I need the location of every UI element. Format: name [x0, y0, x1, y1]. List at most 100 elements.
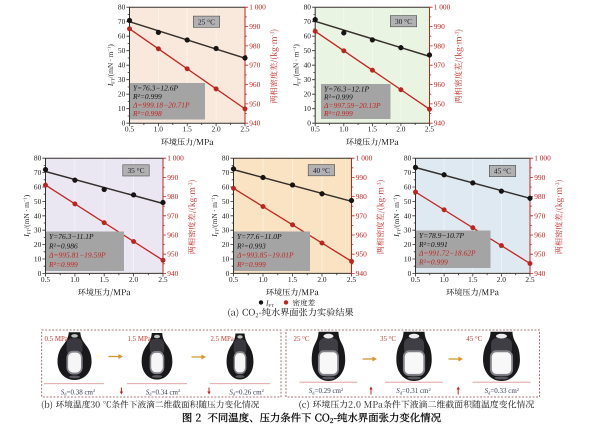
svg-text:940: 940	[249, 119, 260, 128]
svg-text:R²=0.999: R²=0.999	[323, 109, 353, 118]
svg-text:0: 0	[307, 119, 311, 128]
svg-text:Sd=0.38 cm2: Sd=0.38 cm2	[61, 388, 95, 397]
svg-text:20: 20	[304, 90, 312, 99]
svg-text:R²=0.999: R²=0.999	[236, 260, 266, 269]
svg-text:30: 30	[222, 226, 230, 235]
svg-text:950: 950	[356, 250, 367, 259]
svg-text:70: 70	[222, 168, 230, 177]
svg-text:Y=77.6−11.0P: Y=77.6−11.0P	[237, 232, 282, 241]
svg-text:970: 970	[534, 211, 545, 220]
svg-text:2.0: 2.0	[317, 275, 327, 284]
svg-text:1 000: 1 000	[534, 154, 551, 163]
svg-text:10: 10	[304, 104, 312, 113]
svg-text:970: 970	[249, 61, 260, 70]
svg-text:10: 10	[34, 255, 42, 264]
svg-text:960: 960	[434, 80, 445, 89]
svg-text:950: 950	[249, 99, 260, 108]
svg-text:0.5: 0.5	[411, 275, 421, 284]
svg-text:970: 970	[356, 211, 367, 220]
svg-text:990: 990	[356, 173, 367, 182]
svg-text:1.5 MPa: 1.5 MPa	[128, 336, 151, 343]
svg-text:1.5: 1.5	[468, 275, 478, 284]
svg-text:2.5: 2.5	[347, 275, 357, 284]
svg-text:10: 10	[118, 104, 126, 113]
svg-text:950: 950	[434, 99, 445, 108]
svg-text:50: 50	[304, 46, 312, 55]
svg-text:990: 990	[167, 173, 178, 182]
svg-text:1.0: 1.0	[154, 125, 164, 134]
svg-text:1 000: 1 000	[356, 154, 373, 163]
svg-text:0.5: 0.5	[229, 275, 239, 284]
svg-text:940: 940	[434, 119, 445, 128]
svg-text:30: 30	[404, 226, 412, 235]
svg-text:1 000: 1 000	[167, 154, 184, 163]
svg-text:1.5: 1.5	[288, 275, 298, 284]
svg-text:980: 980	[434, 41, 445, 50]
svg-text:35 °C: 35 °C	[380, 336, 396, 343]
svg-text:990: 990	[534, 173, 545, 182]
svg-text:35 °C: 35 °C	[127, 166, 144, 175]
svg-text:60: 60	[222, 183, 230, 192]
svg-text:70: 70	[304, 17, 312, 26]
svg-text:R²=0.986: R²=0.986	[48, 241, 78, 250]
svg-text:40: 40	[304, 61, 312, 70]
svg-text:50: 50	[34, 197, 42, 206]
svg-text:970: 970	[167, 211, 178, 220]
svg-text:Δ=995.81−19.59P: Δ=995.81−19.59P	[48, 251, 106, 260]
svg-text:60: 60	[118, 32, 126, 41]
svg-text:Δ=991.72−18.62P: Δ=991.72−18.62P	[418, 249, 476, 258]
svg-text:990: 990	[434, 22, 445, 31]
svg-text:70: 70	[34, 168, 42, 177]
svg-text:R²=0.999: R²=0.999	[132, 92, 162, 101]
svg-text:980: 980	[534, 192, 545, 201]
svg-text:1.0: 1.0	[70, 275, 80, 284]
svg-text:70: 70	[118, 17, 126, 26]
svg-text:R²=0.991: R²=0.991	[418, 240, 448, 249]
svg-text:2.5 MPa: 2.5 MPa	[211, 336, 234, 343]
svg-text:950: 950	[167, 250, 178, 259]
svg-text:50: 50	[118, 46, 126, 55]
svg-text:Δ=993.85−19.01P: Δ=993.85−19.01P	[236, 251, 294, 260]
svg-text:80: 80	[118, 3, 126, 12]
svg-text:80: 80	[304, 3, 312, 12]
svg-text:2.0: 2.0	[129, 275, 139, 284]
svg-text:IFT/(mN · m−1): IFT/(mN · m−1)	[106, 44, 116, 88]
svg-text:950: 950	[534, 250, 545, 259]
svg-text:1.5: 1.5	[183, 125, 193, 134]
svg-text:0: 0	[38, 269, 42, 278]
svg-text:Δ=997.59−20.13P: Δ=997.59−20.13P	[323, 101, 381, 110]
svg-text:R²=0.999: R²=0.999	[323, 93, 353, 102]
svg-text:0: 0	[122, 119, 126, 128]
svg-text:1.5: 1.5	[100, 275, 110, 284]
svg-text:Sd=0.26 cm2: Sd=0.26 cm2	[229, 388, 263, 397]
svg-text:0.5: 0.5	[41, 275, 51, 284]
svg-text:1 000: 1 000	[249, 3, 266, 12]
svg-text:2.5: 2.5	[525, 275, 535, 284]
svg-text:20: 20	[118, 90, 126, 99]
svg-text:2.0: 2.0	[396, 125, 406, 134]
svg-text:45 °C: 45 °C	[466, 336, 482, 343]
svg-text:Sd=0.34 cm2: Sd=0.34 cm2	[146, 388, 180, 397]
svg-text:80: 80	[222, 154, 230, 163]
svg-text:940: 940	[534, 269, 545, 278]
svg-text:980: 980	[356, 192, 367, 201]
svg-text:0: 0	[226, 269, 230, 278]
svg-text:2.0: 2.0	[497, 275, 507, 284]
svg-text:30: 30	[118, 75, 126, 84]
svg-text:0: 0	[408, 269, 412, 278]
svg-text:70: 70	[404, 168, 412, 177]
svg-text:30 °C: 30 °C	[395, 17, 412, 26]
svg-text:60: 60	[404, 183, 412, 192]
svg-text:Y=76.3−11.1P: Y=76.3−11.1P	[49, 232, 94, 241]
svg-text:Y=76.3−12.1P: Y=76.3−12.1P	[324, 85, 370, 94]
svg-text:IFT/(mN · m−1): IFT/(mN · m−1)	[22, 194, 32, 238]
svg-text:970: 970	[434, 61, 445, 70]
svg-text:Y=76.3−12.6P: Y=76.3−12.6P	[133, 84, 179, 93]
svg-text:IFT/(mN · m−1): IFT/(mN · m−1)	[292, 44, 302, 88]
svg-text:2.5: 2.5	[425, 125, 435, 134]
svg-text:R²=0.999: R²=0.999	[418, 257, 448, 266]
svg-text:960: 960	[249, 80, 260, 89]
svg-text:40: 40	[118, 61, 126, 70]
svg-text:40: 40	[222, 211, 230, 220]
svg-text:40: 40	[404, 211, 412, 220]
